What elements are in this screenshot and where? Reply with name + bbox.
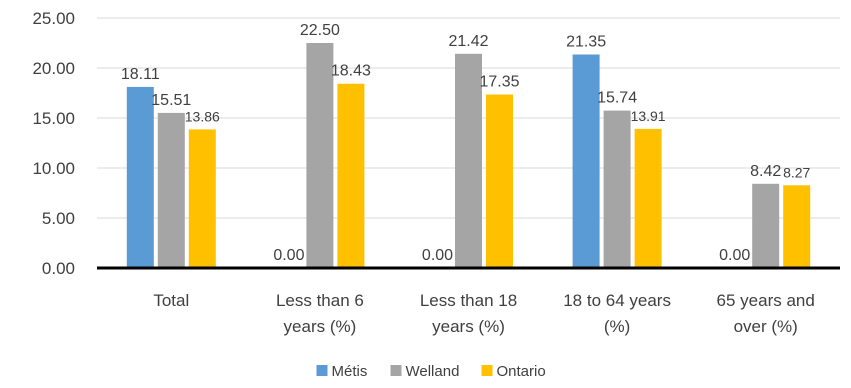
- bar-mtis: [126, 86, 154, 269]
- data-label: 8.42: [750, 163, 781, 180]
- y-tick-label: 15.00: [32, 109, 75, 128]
- legend-label: Métis: [332, 363, 368, 380]
- bar-ontario: [783, 185, 811, 268]
- y-tick-label: 25.00: [32, 9, 75, 28]
- category-label: Less than 6 years (%): [276, 291, 364, 336]
- data-label: 15.51: [151, 92, 191, 109]
- data-label: 22.50: [300, 22, 340, 39]
- data-label: 8.27: [783, 164, 810, 180]
- data-label: 21.42: [448, 33, 488, 50]
- y-tick-label: 10.00: [32, 159, 75, 178]
- category-label-line: years (%): [284, 317, 357, 336]
- category-label-line: (%): [604, 317, 630, 336]
- y-tick-label: 0.00: [42, 259, 75, 278]
- legend: Métis Welland Ontario: [316, 363, 546, 380]
- data-label: 15.74: [597, 90, 637, 107]
- category-label-line: Total: [153, 291, 189, 310]
- data-label: 17.35: [479, 74, 519, 91]
- bar-ontario: [188, 129, 216, 268]
- bar-welland: [306, 43, 334, 268]
- bar-mtis: [572, 54, 600, 268]
- bar-ontario: [486, 94, 513, 268]
- bar-ontario: [337, 83, 365, 268]
- bar-welland: [603, 110, 631, 268]
- category-label-line: 65 years and: [717, 291, 815, 310]
- data-label: 13.86: [185, 108, 220, 124]
- category-label: 18 to 64 years (%): [563, 291, 671, 336]
- category-label: Total: [153, 291, 189, 310]
- data-label: 21.35: [566, 34, 606, 51]
- category-label: Less than 18 years (%): [420, 291, 517, 336]
- data-label: 0.00: [273, 247, 304, 264]
- data-label: 0.00: [719, 247, 750, 264]
- y-tick-label: 5.00: [42, 209, 75, 228]
- legend-swatch: [481, 365, 493, 376]
- category-label-line: years (%): [432, 317, 505, 336]
- legend-swatch: [316, 365, 328, 376]
- bars: [126, 43, 811, 269]
- bar-ontario: [634, 128, 662, 268]
- data-label: 18.43: [331, 63, 371, 80]
- legend-label: Welland: [406, 363, 460, 380]
- data-label: 18.11: [121, 66, 160, 83]
- y-axis-ticks: 0.00 5.00 10.00 15.00 20.00 25.00: [32, 9, 75, 278]
- category-label-line: Less than 18: [420, 291, 517, 310]
- bar-welland: [157, 112, 185, 269]
- legend-label: Ontario: [497, 363, 546, 380]
- y-tick-label: 20.00: [32, 59, 75, 78]
- category-label-line: over (%): [734, 317, 798, 336]
- data-label: 13.91: [631, 108, 666, 124]
- category-label-line: 18 to 64 years: [563, 291, 671, 310]
- category-labels: Total Less than 6 years (%) Less than 18 yea…: [153, 291, 815, 336]
- legend-swatch: [390, 365, 402, 376]
- category-label: 65 years and over (%): [717, 291, 815, 336]
- bar-welland: [752, 183, 780, 268]
- bar-welland: [455, 53, 482, 268]
- category-label-line: Less than 6: [276, 291, 364, 310]
- data-label: 0.00: [422, 247, 453, 264]
